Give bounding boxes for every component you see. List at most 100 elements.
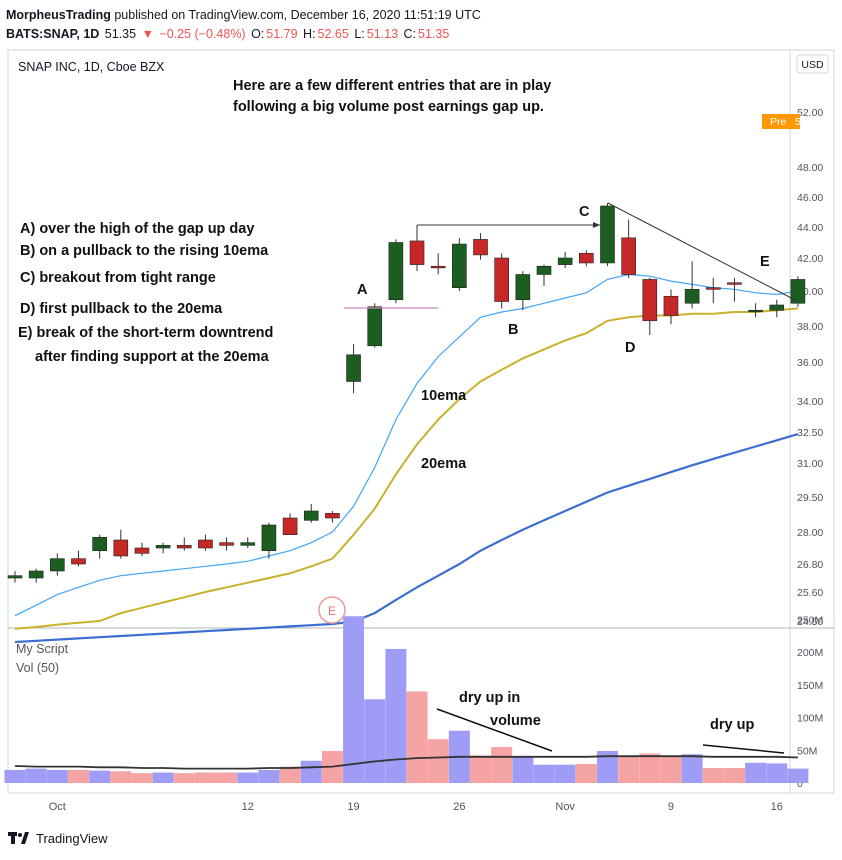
candle-body: [71, 558, 86, 565]
currency-button[interactable]: USD: [796, 54, 829, 74]
earnings-marker[interactable]: E: [318, 596, 346, 624]
candle-body: [409, 240, 425, 265]
volume-bar: [89, 770, 111, 783]
volume-bar: [46, 769, 68, 783]
tradingview-logo-icon: [8, 832, 29, 844]
label-b: B: [508, 322, 518, 338]
entry-b-text: B) on a pullback to the rising 10ema: [20, 243, 269, 259]
earnings-icon: E: [328, 604, 336, 618]
label-d: D: [625, 340, 635, 356]
candle-body: [705, 287, 721, 290]
dry-up-annotation-2: dry up: [710, 717, 754, 733]
entry-a-text: A) over the high of the gap up day: [20, 221, 254, 237]
volume-bar: [67, 769, 89, 783]
volume-bar: [618, 756, 640, 783]
price-tick-label: 34.00: [797, 396, 823, 408]
candle-body: [642, 279, 658, 322]
volume-bar: [258, 769, 280, 783]
price-tick-label: 25.60: [797, 587, 823, 599]
candle-body: [50, 558, 65, 572]
price-tick-label: 52.00: [797, 107, 823, 119]
price-tick-label: 26.80: [797, 559, 823, 571]
price-tick-label: 46.00: [797, 192, 823, 204]
ema10-path: [14, 273, 798, 617]
dry-up-line-1[interactable]: [436, 708, 553, 752]
candle-body: [92, 537, 107, 551]
intro-text-line1: Here are a few different entries that ar…: [233, 78, 551, 94]
candle-body: [473, 239, 488, 256]
candle-body: [198, 539, 213, 549]
candle-body: [600, 205, 615, 264]
candle-body: [769, 304, 785, 311]
volume-bar: [554, 764, 576, 783]
symbol-label[interactable]: BATS:SNAP, 1D: [6, 27, 100, 41]
volume-bar: [131, 773, 153, 783]
volume-bar: [300, 760, 322, 783]
volume-bar: [25, 768, 47, 783]
volume-bar: [173, 773, 195, 783]
price-tick-label: 32.50: [797, 427, 823, 439]
candle-body: [28, 570, 44, 579]
pre-market-badge: Pre 51.38: [762, 114, 821, 129]
volume-bar: [343, 616, 365, 783]
volume-axis[interactable]: 250M 200M 150M 100M 50M 0: [797, 615, 823, 791]
price-tick-label: 24.50: [797, 616, 823, 628]
dry-up-annotation-1b: volume: [490, 713, 541, 729]
time-tick-label: 9: [668, 801, 674, 813]
dry-up-line-2[interactable]: [702, 744, 785, 754]
candle-body: [219, 542, 234, 546]
price-tick-label: 38.00: [797, 321, 823, 333]
publish-line: MorpheusTrading published on TradingView…: [6, 6, 481, 25]
entry-c-text: C) breakout from tight range: [20, 270, 216, 286]
publisher-name[interactable]: MorpheusTrading: [6, 8, 111, 22]
ema20-annotation: 20ema: [421, 456, 467, 472]
downtrend-line[interactable]: [607, 202, 798, 302]
volume-bar: [766, 763, 788, 783]
volume-bar: [723, 767, 745, 783]
close-label: C:: [403, 27, 417, 41]
volume-bar: [787, 768, 809, 783]
footer-brand[interactable]: TradingView: [36, 830, 108, 846]
price-change: −0.25 (−0.48%): [159, 27, 246, 41]
time-tick-label: 19: [347, 801, 359, 813]
volume-bar: [575, 764, 597, 783]
volume-bar: [110, 771, 132, 783]
chart-title: SNAP INC, 1D, Cboe BZX: [18, 60, 165, 74]
candle-body: [494, 257, 509, 302]
candle-body: [557, 257, 573, 265]
candle-body: [579, 253, 594, 264]
range-arrow-icon: [593, 222, 600, 228]
time-tick-label: 26: [453, 801, 465, 813]
candle-body: [515, 274, 531, 301]
candle-body: [367, 306, 383, 347]
candle-body: [303, 510, 319, 521]
price-tick-label: 48.00: [797, 162, 823, 174]
candle-body: [684, 289, 700, 304]
candle-body: [621, 237, 636, 275]
price-axis[interactable]: 52.0048.0046.0044.0042.0040.0038.0036.00…: [797, 107, 823, 628]
volume-tick-label: 200M: [797, 647, 823, 659]
chart-area[interactable]: SNAP INC, 1D, Cboe BZX USD 52.00 48.00 46.…: [0, 48, 842, 823]
volume-bar: [4, 769, 26, 783]
time-axis[interactable]: Oct 12 19 26 Nov 9 16: [49, 801, 783, 813]
volume-tick-label: 100M: [797, 713, 823, 725]
currency-label: USD: [801, 59, 824, 71]
time-tick-label: 16: [771, 801, 783, 813]
open-label: O:: [251, 27, 265, 41]
ema10-line: [14, 273, 798, 617]
ohlc-line: BATS:SNAP, 1D 51.35 ▼ −0.25 (−0.48%) O: 5…: [6, 25, 481, 44]
entry-e-text-line2: after finding support at the 20ema: [35, 349, 270, 365]
chart-frame: [7, 49, 835, 794]
volume-bar: [152, 772, 174, 783]
volume-bar: [279, 766, 301, 783]
down-arrow-icon: ▼: [141, 27, 154, 41]
candle-body: [261, 524, 277, 551]
candle-body: [282, 517, 298, 535]
candlestick-series: [7, 203, 806, 583]
volume-bar: [702, 767, 724, 783]
low-value: 51.13: [366, 27, 399, 41]
volume-bar: [745, 762, 767, 783]
volume-bar: [427, 739, 449, 783]
volume-bar: [596, 750, 618, 783]
candle-body: [727, 282, 742, 285]
